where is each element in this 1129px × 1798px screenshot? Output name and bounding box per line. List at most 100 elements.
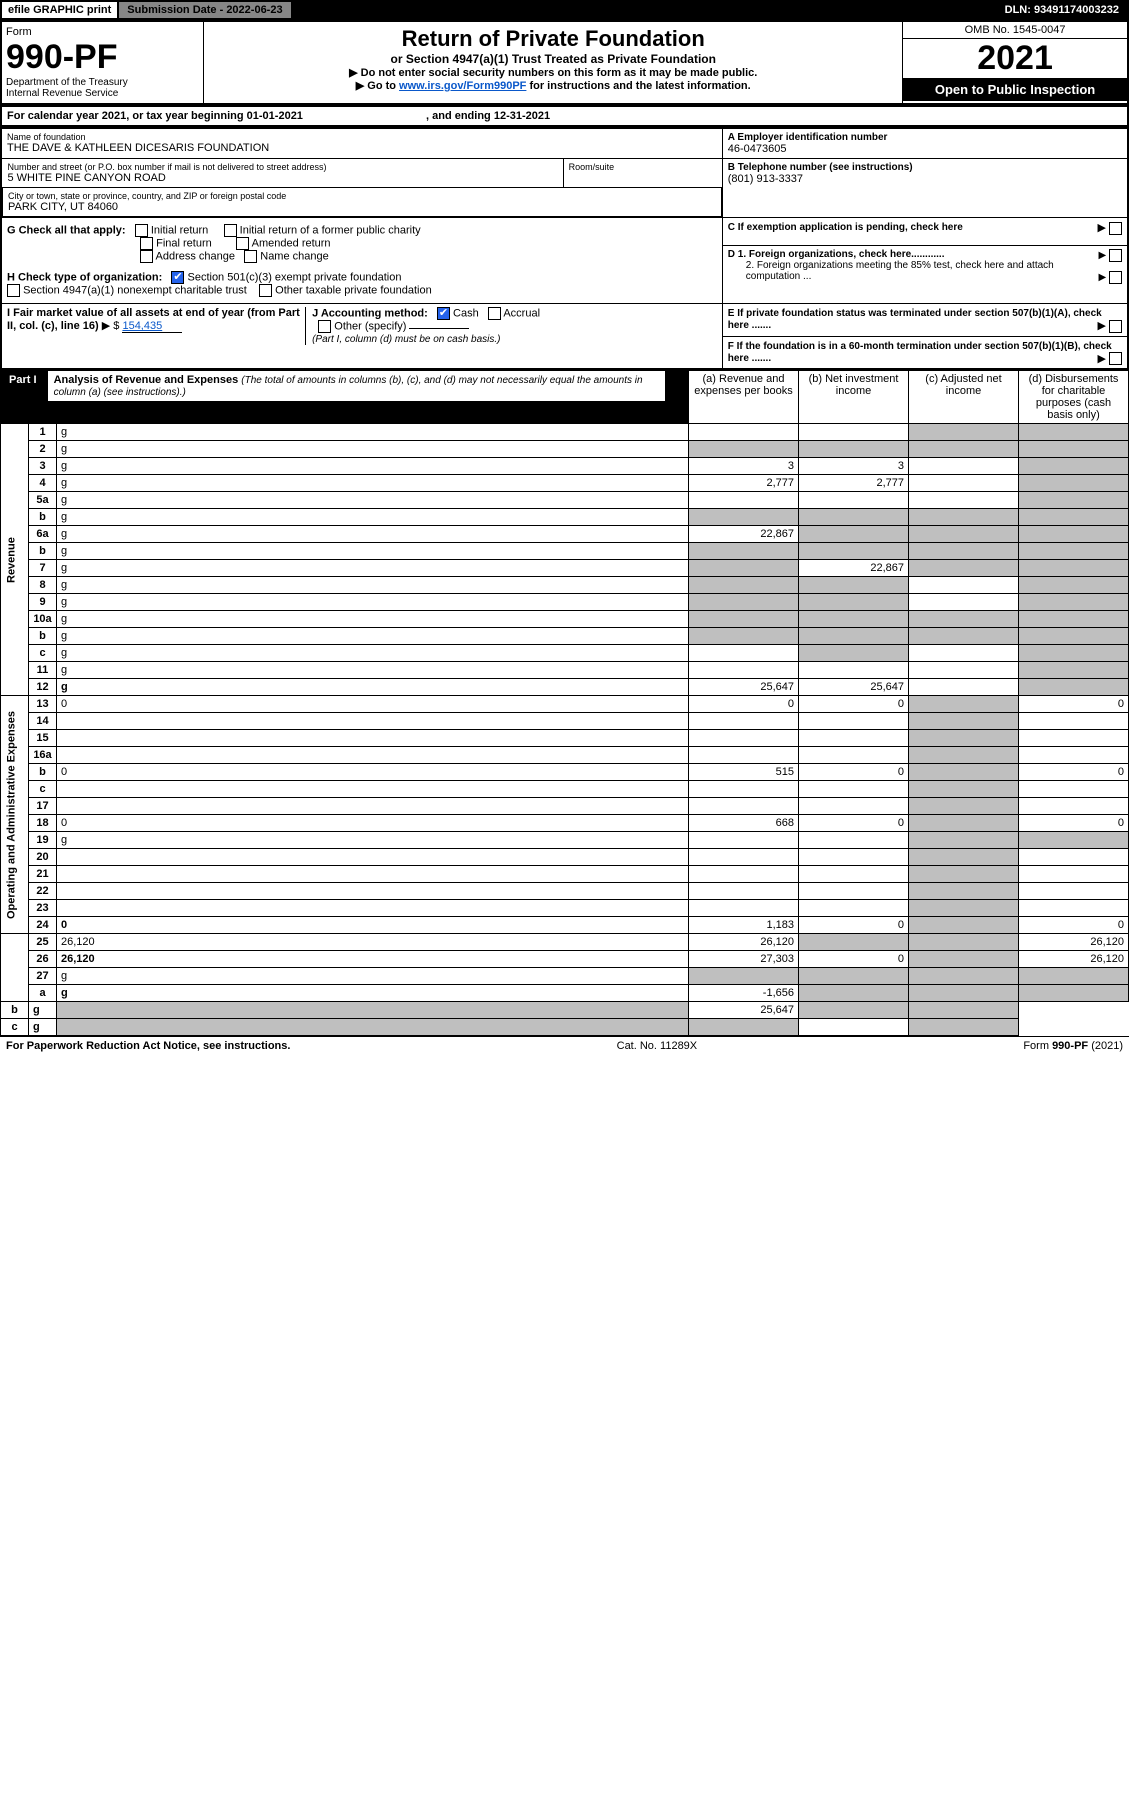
line-number: c	[1, 1019, 29, 1036]
efile-label: efile GRAPHIC print	[2, 2, 119, 18]
cell-c	[909, 424, 1019, 441]
cell-a: 22,867	[689, 526, 799, 543]
name-label: Name of foundation	[7, 132, 717, 142]
chk-initial-former[interactable]	[224, 224, 237, 237]
chk-accrual[interactable]	[488, 307, 501, 320]
table-row: 11g	[1, 662, 1129, 679]
d2-label: 2. Foreign organizations meeting the 85%…	[746, 260, 1054, 282]
cell-a	[689, 509, 799, 526]
expenses-sidebar: Operating and Administrative Expenses	[1, 696, 29, 934]
line-number: 7	[29, 560, 57, 577]
chk-cash[interactable]: ✔	[437, 307, 450, 320]
cell-a	[689, 866, 799, 883]
cell-b	[799, 611, 909, 628]
cell-a: 515	[689, 764, 799, 781]
line-number: 22	[29, 883, 57, 900]
line-number: 5a	[29, 492, 57, 509]
cell-a	[689, 849, 799, 866]
line-number: 3	[29, 458, 57, 475]
chk-d1[interactable]	[1109, 249, 1122, 262]
cell-b: 3	[799, 458, 909, 475]
line-description: g	[57, 441, 689, 458]
chk-amended[interactable]	[236, 237, 249, 250]
line-description: g	[57, 611, 689, 628]
cell-d	[1019, 611, 1129, 628]
line-number: 15	[29, 730, 57, 747]
cell-d	[1019, 424, 1129, 441]
cell-b: 0	[799, 815, 909, 832]
cell-c	[909, 543, 1019, 560]
tel-label: B Telephone number (see instructions)	[728, 162, 1122, 173]
table-row: 3g33	[1, 458, 1129, 475]
table-row: 23	[1, 900, 1129, 917]
line-description	[57, 781, 689, 798]
table-row: 27g	[1, 968, 1129, 985]
tax-year: 2021	[903, 39, 1127, 78]
line-description: 0	[57, 815, 689, 832]
cell-c	[909, 883, 1019, 900]
table-row: 9g	[1, 594, 1129, 611]
chk-4947[interactable]	[7, 284, 20, 297]
chk-f[interactable]	[1109, 352, 1122, 365]
cell-c	[909, 730, 1019, 747]
ein-label: A Employer identification number	[728, 132, 1122, 143]
chk-501c3[interactable]: ✔	[171, 271, 184, 284]
line-number: 23	[29, 900, 57, 917]
chk-c[interactable]	[1109, 222, 1122, 235]
footer-left: For Paperwork Reduction Act Notice, see …	[6, 1040, 290, 1052]
cell-d	[1019, 594, 1129, 611]
cell-b	[799, 832, 909, 849]
cell-c	[909, 662, 1019, 679]
i-value[interactable]: 154,435	[122, 320, 182, 333]
cell-d	[1019, 577, 1129, 594]
cell-c	[909, 764, 1019, 781]
cell-d	[1019, 883, 1129, 900]
cell-a: 668	[689, 815, 799, 832]
chk-e[interactable]	[1109, 320, 1122, 333]
form-header-table: Form 990-PF Department of the Treasury I…	[0, 20, 1129, 105]
line-number: 26	[29, 951, 57, 968]
cell-b	[799, 900, 909, 917]
cell-d	[1019, 509, 1129, 526]
chk-final[interactable]	[140, 237, 153, 250]
cell-c	[909, 849, 1019, 866]
cell-d	[1019, 730, 1129, 747]
cell-a	[689, 628, 799, 645]
cell-d	[1019, 526, 1129, 543]
line-number: 19	[29, 832, 57, 849]
irs-link[interactable]: www.irs.gov/Form990PF	[399, 80, 526, 92]
warn-line-1: ▶ Do not enter social security numbers o…	[208, 66, 898, 79]
cell-b: 0	[799, 764, 909, 781]
page-footer: For Paperwork Reduction Act Notice, see …	[0, 1036, 1129, 1055]
chk-other-acct[interactable]	[318, 320, 331, 333]
cell-b	[799, 509, 909, 526]
cell-b	[799, 849, 909, 866]
cell-b	[799, 526, 909, 543]
chk-other-tax[interactable]	[259, 284, 272, 297]
cell-c	[909, 696, 1019, 713]
cell-b	[799, 747, 909, 764]
calendar-row: For calendar year 2021, or tax year begi…	[0, 105, 1129, 127]
cell-c	[909, 951, 1019, 968]
chk-d2[interactable]	[1109, 271, 1122, 284]
chk-addr-change[interactable]	[140, 250, 153, 263]
cell-c	[909, 866, 1019, 883]
table-row: bg	[1, 543, 1129, 560]
cell-d: 26,120	[1019, 934, 1129, 951]
chk-name-change[interactable]	[244, 250, 257, 263]
line-number: 24	[29, 917, 57, 934]
line-number: 4	[29, 475, 57, 492]
chk-initial[interactable]	[135, 224, 148, 237]
cell-d	[1019, 560, 1129, 577]
line-number: 17	[29, 798, 57, 815]
cell-a: -1,656	[689, 985, 799, 1002]
line-description: g	[57, 679, 689, 696]
cell-b	[799, 781, 909, 798]
table-row: bg	[1, 628, 1129, 645]
cell-c	[799, 1002, 909, 1019]
f-label: F If the foundation is in a 60-month ter…	[728, 341, 1112, 364]
line-description: g	[57, 594, 689, 611]
cell-d	[1019, 713, 1129, 730]
table-row: 21	[1, 866, 1129, 883]
ein: 46-0473605	[728, 143, 1122, 155]
